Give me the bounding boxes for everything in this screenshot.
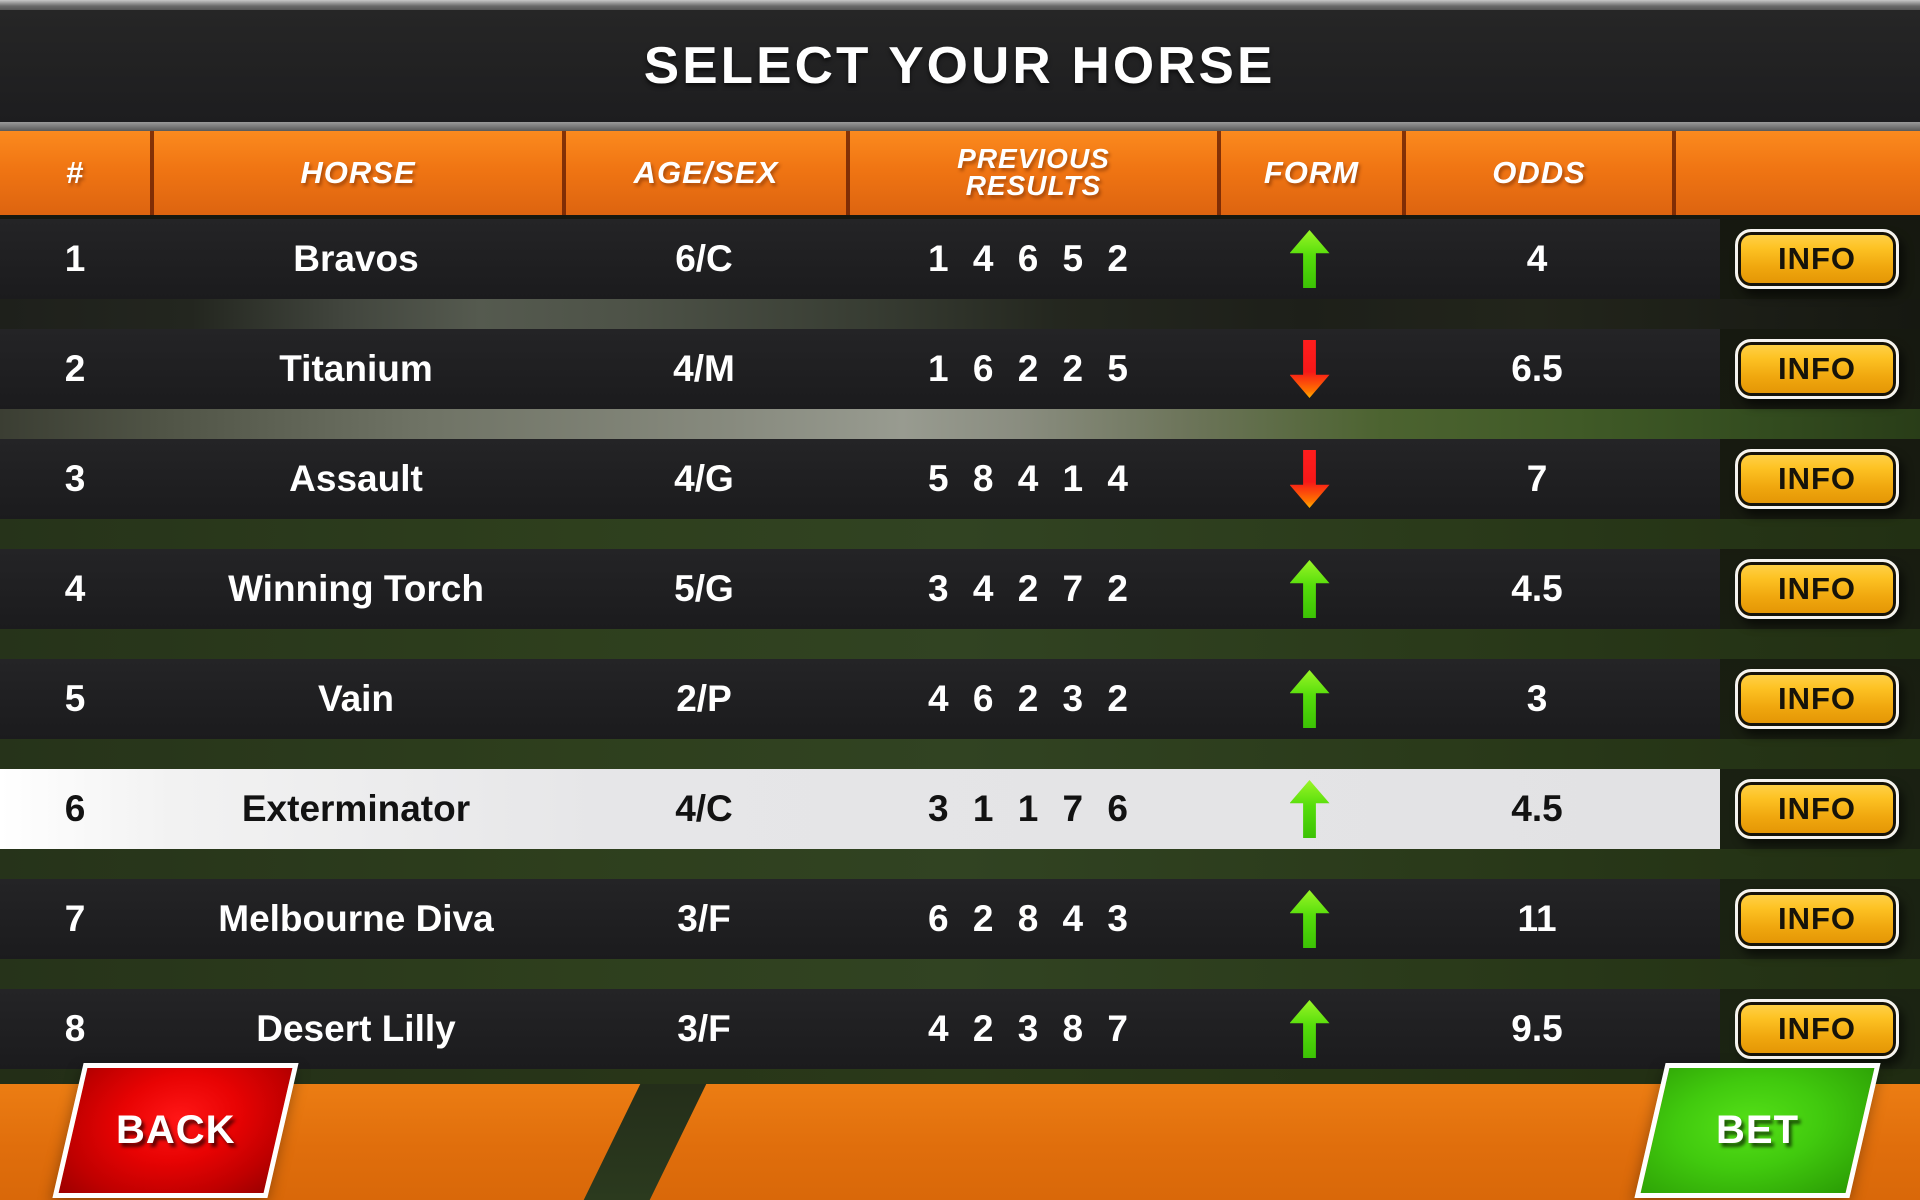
info-button[interactable]: INFO	[1735, 889, 1899, 949]
horse-row[interactable]: 6 Exterminator 4/C 3 1 1 7 6 4.5 INFO	[0, 769, 1920, 849]
column-header-form: FORM	[1217, 131, 1402, 215]
horse-age-sex: 4/C	[675, 788, 733, 829]
horse-odds: 4	[1526, 238, 1548, 279]
bet-button[interactable]: BET	[1634, 1063, 1881, 1198]
horse-number: 2	[64, 348, 86, 389]
horse-number: 6	[64, 788, 86, 829]
previous-results: 3 1 1 7 6	[927, 788, 1135, 829]
back-button-label: BACK	[115, 1108, 236, 1152]
info-button[interactable]: INFO	[1735, 339, 1899, 399]
form-up-arrow-icon	[1289, 890, 1330, 948]
form-up-arrow-icon	[1289, 670, 1330, 728]
horse-number: 4	[64, 568, 86, 609]
previous-results: 5 8 4 1 4	[927, 458, 1135, 499]
column-header-odds: ODDS	[1402, 131, 1672, 215]
track-photo-strip	[0, 849, 1920, 879]
form-up-arrow-icon	[1289, 780, 1330, 838]
info-button[interactable]: INFO	[1735, 229, 1899, 289]
info-button[interactable]: INFO	[1735, 999, 1899, 1059]
horse-odds: 4.5	[1511, 568, 1563, 609]
page-title: SELECT YOUR HORSE	[644, 37, 1276, 95]
form-indicator	[1217, 439, 1402, 519]
form-indicator	[1217, 879, 1402, 959]
horse-number: 5	[64, 678, 86, 719]
horse-row[interactable]: 4 Winning Torch 5/G 3 4 2 7 2 4.5 INFO	[0, 549, 1920, 629]
horse-name: Melbourne Diva	[218, 898, 494, 939]
horse-odds: 11	[1517, 898, 1557, 939]
horse-row[interactable]: 3 Assault 4/G 5 8 4 1 4 7 INFO	[0, 439, 1920, 519]
horse-odds: 6.5	[1511, 348, 1563, 389]
column-header-age-sex: AGE/SEX	[562, 131, 846, 215]
title-bar: SELECT YOUR HORSE	[0, 10, 1920, 122]
bet-button-label: BET	[1716, 1108, 1799, 1152]
track-photo-strip	[0, 299, 1920, 329]
horse-row[interactable]: 5 Vain 2/P 4 6 2 3 2 3 INFO	[0, 659, 1920, 739]
horse-number: 8	[64, 1008, 86, 1049]
form-down-arrow-icon	[1289, 450, 1330, 508]
horse-name: Assault	[289, 458, 423, 499]
horse-odds: 3	[1526, 678, 1548, 719]
horse-odds: 7	[1526, 458, 1548, 499]
previous-results: 6 2 8 4 3	[927, 898, 1135, 939]
horse-age-sex: 4/G	[674, 458, 734, 499]
horse-age-sex: 2/P	[676, 678, 732, 719]
column-header-horse: HORSE	[150, 131, 562, 215]
info-button[interactable]: INFO	[1735, 669, 1899, 729]
horse-row[interactable]: 2 Titanium 4/M 1 6 2 2 5 6.5 INFO	[0, 329, 1920, 409]
form-indicator	[1217, 549, 1402, 629]
previous-results: 4 6 2 3 2	[927, 678, 1135, 719]
horse-number: 1	[64, 238, 86, 279]
horse-age-sex: 3/F	[677, 898, 731, 939]
horse-age-sex: 5/G	[674, 568, 734, 609]
form-indicator	[1217, 329, 1402, 409]
horse-name: Bravos	[293, 238, 419, 279]
horse-age-sex: 3/F	[677, 1008, 731, 1049]
horse-odds: 4.5	[1511, 788, 1563, 829]
form-indicator	[1217, 219, 1402, 299]
table-header: # HORSE AGE/SEX PREVIOUS RESULTS FORM OD…	[0, 131, 1920, 215]
form-up-arrow-icon	[1289, 230, 1330, 288]
track-photo-strip	[0, 739, 1920, 769]
previous-results: 4 2 3 8 7	[927, 1008, 1135, 1049]
top-metal-strip	[0, 0, 1920, 10]
track-photo-strip	[0, 1069, 1920, 1084]
info-button[interactable]: INFO	[1735, 559, 1899, 619]
previous-results: 3 4 2 7 2	[927, 568, 1135, 609]
form-up-arrow-icon	[1289, 1000, 1330, 1058]
horse-name: Exterminator	[241, 788, 471, 829]
info-button[interactable]: INFO	[1735, 449, 1899, 509]
horse-name: Titanium	[279, 348, 433, 389]
column-header-previous-results: PREVIOUS RESULTS	[846, 131, 1217, 215]
horse-row[interactable]: 7 Melbourne Diva 3/F 6 2 8 4 3 11 INFO	[0, 879, 1920, 959]
previous-results: 1 6 2 2 5	[927, 348, 1135, 389]
previous-results: 1 4 6 5 2	[927, 238, 1135, 279]
horse-odds: 9.5	[1511, 1008, 1563, 1049]
track-photo-strip	[0, 629, 1920, 659]
horse-row[interactable]: 1 Bravos 6/C 1 4 6 5 2 4 INFO	[0, 219, 1920, 299]
form-down-arrow-icon	[1289, 340, 1330, 398]
form-indicator	[1217, 659, 1402, 739]
horse-name: Vain	[317, 678, 395, 719]
column-header-number: #	[65, 155, 85, 190]
column-header-info-spacer	[1672, 131, 1920, 215]
horse-number: 3	[64, 458, 86, 499]
track-photo-strip	[0, 519, 1920, 549]
track-photo-strip	[0, 959, 1920, 989]
title-divider-strip	[0, 122, 1920, 131]
horse-name: Desert Lilly	[256, 1008, 456, 1049]
form-indicator	[1217, 769, 1402, 849]
horse-age-sex: 4/M	[673, 348, 735, 389]
horse-name: Winning Torch	[228, 568, 484, 609]
form-indicator	[1217, 989, 1402, 1069]
back-button[interactable]: BACK	[52, 1063, 299, 1198]
horse-number: 7	[64, 898, 86, 939]
horse-row[interactable]: 8 Desert Lilly 3/F 4 2 3 8 7 9.5 INFO	[0, 989, 1920, 1069]
form-up-arrow-icon	[1289, 560, 1330, 618]
horse-age-sex: 6/C	[675, 238, 733, 279]
track-photo-strip	[0, 409, 1920, 439]
bottom-bar	[0, 1084, 1920, 1200]
info-button[interactable]: INFO	[1735, 779, 1899, 839]
